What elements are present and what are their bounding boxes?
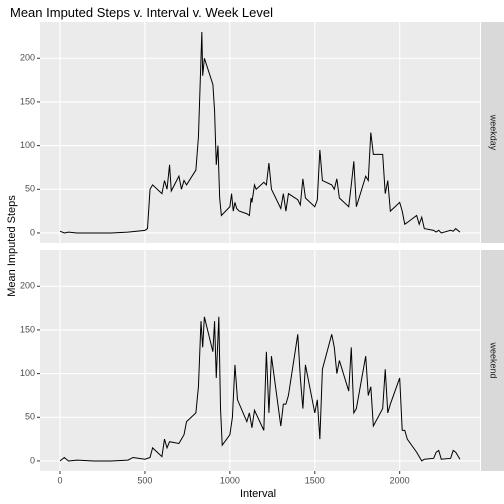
- y-axis-title: Mean Imputed Steps: [6, 195, 18, 297]
- facet-strip: [481, 22, 504, 243]
- y-tick-label: 0: [30, 455, 35, 465]
- facet-strip: [481, 250, 504, 471]
- x-tick-label: 1500: [305, 475, 325, 485]
- panel-background: [40, 22, 480, 243]
- data-line: [59, 316, 461, 462]
- data-line: [59, 32, 461, 234]
- y-tick-label: 100: [20, 140, 35, 150]
- panel-background: [40, 250, 480, 471]
- x-axis-title: Interval: [240, 488, 276, 500]
- x-tick-label: 0: [58, 475, 63, 485]
- y-tick-label: 150: [20, 96, 35, 106]
- facet-label: weekend: [489, 341, 499, 378]
- y-tick-label: 150: [20, 324, 35, 334]
- x-tick-label: 1000: [220, 475, 240, 485]
- chart-title: Mean Imputed Steps v. Interval v. Week L…: [10, 5, 273, 20]
- y-tick-label: 200: [20, 53, 35, 63]
- y-tick-label: 50: [25, 412, 35, 422]
- y-tick-label: 200: [20, 281, 35, 291]
- x-tick-label: 500: [137, 475, 152, 485]
- y-tick-label: 100: [20, 368, 35, 378]
- x-tick-label: 2000: [390, 475, 410, 485]
- facet-label: weekday: [489, 114, 499, 151]
- y-tick-label: 50: [25, 184, 35, 194]
- y-tick-label: 0: [30, 227, 35, 237]
